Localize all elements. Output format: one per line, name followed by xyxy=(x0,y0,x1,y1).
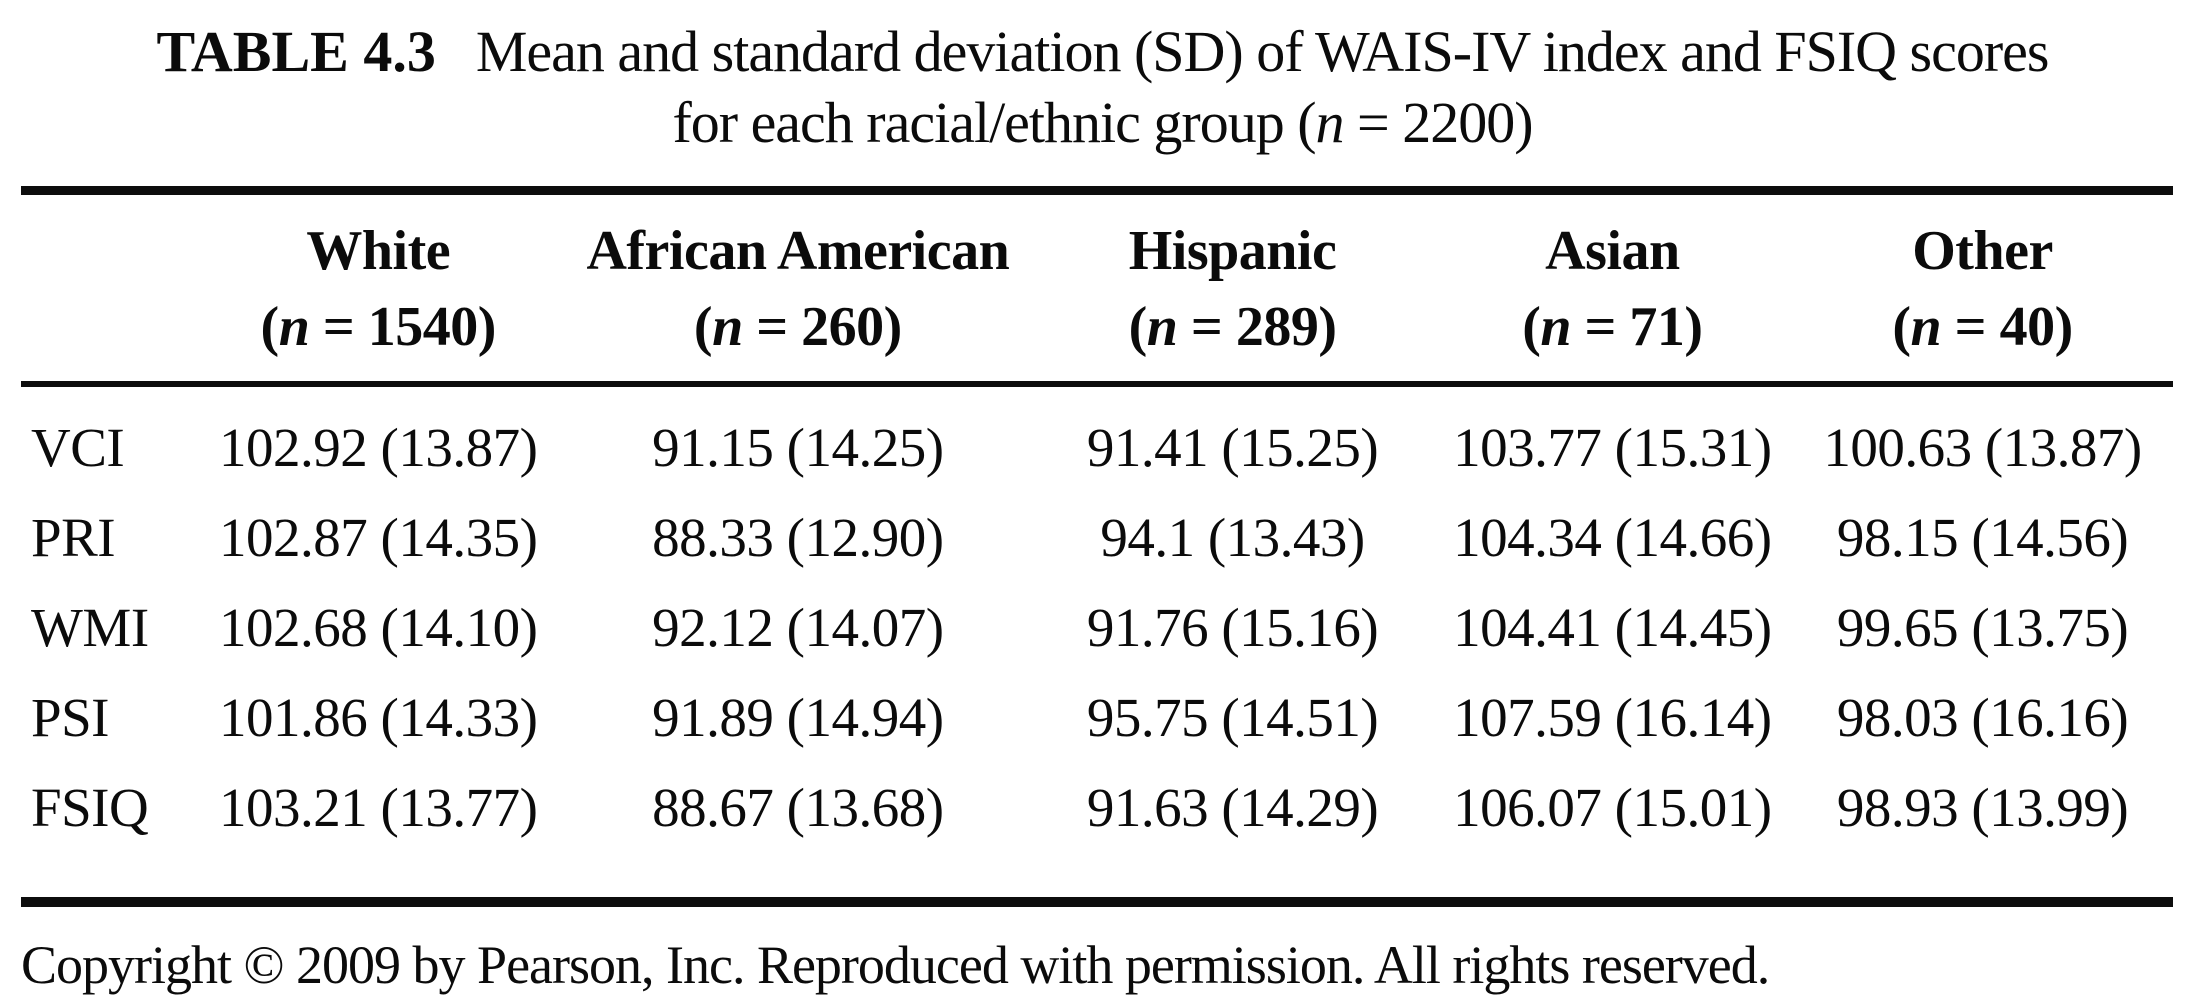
column-name: Asian xyxy=(1545,220,1680,282)
column-header-african-american: African American (n = 260) xyxy=(563,190,1033,387)
column-name: Hispanic xyxy=(1128,220,1337,282)
row-label-pri: PRI xyxy=(31,506,116,568)
table-caption-line2: for each racial/ethnic group (n = 2200) xyxy=(672,90,1533,155)
column-header-hispanic: Hispanic (n = 289) xyxy=(1032,190,1433,387)
corner-cell xyxy=(21,190,194,387)
table-row-psi: PSI 101.86 (14.33) 91.89 (14.94) 95.75 (… xyxy=(21,672,2173,762)
row-label-psi: PSI xyxy=(31,686,110,748)
row-label-wmi: WMI xyxy=(31,596,149,658)
header-row: White (n = 1540) African American (n = 2… xyxy=(21,190,2173,387)
table-cell: 100.63 (13.87) xyxy=(1823,416,2142,478)
table-cell: 95.75 (14.51) xyxy=(1086,686,1379,748)
table-cell: 102.87 (14.35) xyxy=(219,506,538,568)
table-cell: 88.33 (12.90) xyxy=(652,506,944,568)
table-cell: 102.68 (14.10) xyxy=(219,596,538,658)
table-cell: 102.92 (13.87) xyxy=(219,416,538,478)
table-cell: 91.41 (15.25) xyxy=(1086,416,1379,478)
table-cell: 103.77 (15.31) xyxy=(1453,416,1772,478)
column-header-other: Other (n = 40) xyxy=(1792,190,2173,387)
column-sample-size: (n = 40) xyxy=(1892,296,2073,358)
column-name: White xyxy=(306,220,451,282)
table-row-fsiq: FSIQ 103.21 (13.77) 88.67 (13.68) 91.63 … xyxy=(21,762,2173,902)
table-cell: 98.03 (16.16) xyxy=(1836,686,2129,748)
table-row-pri: PRI 102.87 (14.35) 88.33 (12.90) 94.1 (1… xyxy=(21,492,2173,582)
column-sample-size: (n = 260) xyxy=(693,296,902,358)
table-cell: 106.07 (15.01) xyxy=(1453,776,1772,838)
column-sample-size: (n = 1540) xyxy=(260,296,497,358)
table-number-label: TABLE 4.3 xyxy=(156,19,436,84)
row-label-vci: VCI xyxy=(31,416,125,478)
table-cell: 91.63 (14.29) xyxy=(1086,776,1379,838)
column-name: Other xyxy=(1912,220,2053,282)
table-cell: 104.34 (14.66) xyxy=(1453,506,1772,568)
table-row-wmi: WMI 102.68 (14.10) 92.12 (14.07) 91.76 (… xyxy=(21,582,2173,672)
column-name: African American xyxy=(586,220,1010,282)
table-cell: 98.15 (14.56) xyxy=(1836,506,2129,568)
table-cell: 99.65 (13.75) xyxy=(1836,596,2129,658)
column-header-white: White (n = 1540) xyxy=(193,190,564,387)
column-sample-size: (n = 71) xyxy=(1522,296,1703,358)
table-cell: 91.15 (14.25) xyxy=(652,416,944,478)
table-cell: 91.76 (15.16) xyxy=(1086,596,1379,658)
table-cell: 104.41 (14.45) xyxy=(1453,596,1772,658)
table-caption-text: Mean and standard deviation (SD) of WAIS… xyxy=(475,19,2050,84)
row-label-fsiq: FSIQ xyxy=(31,776,149,838)
table-cell: 94.1 (13.43) xyxy=(1100,506,1365,568)
table-caption: TABLE 4.3 Mean and standard deviation (SD… xyxy=(0,0,2205,158)
table-cell: 92.12 (14.07) xyxy=(652,596,944,658)
table-cell: 101.86 (14.33) xyxy=(219,686,538,748)
column-header-asian: Asian (n = 71) xyxy=(1432,190,1793,387)
column-sample-size: (n = 289) xyxy=(1128,296,1337,358)
table-caption-line1: TABLE 4.3 Mean and standard deviation (SD… xyxy=(0,16,2205,88)
table-row-vci: VCI 102.92 (13.87) 91.15 (14.25) 91.41 (… xyxy=(21,384,2173,492)
copyright-notice: Copyright © 2009 by Pearson, Inc. Reprod… xyxy=(21,935,1770,995)
table-cell: 91.89 (14.94) xyxy=(652,686,944,748)
table-cell: 107.59 (16.14) xyxy=(1453,686,1772,748)
wais-scores-table: White (n = 1540) African American (n = 2… xyxy=(21,186,2173,907)
table-cell: 103.21 (13.77) xyxy=(219,776,538,838)
table-cell: 98.93 (13.99) xyxy=(1836,776,2129,838)
table-cell: 88.67 (13.68) xyxy=(652,776,944,838)
